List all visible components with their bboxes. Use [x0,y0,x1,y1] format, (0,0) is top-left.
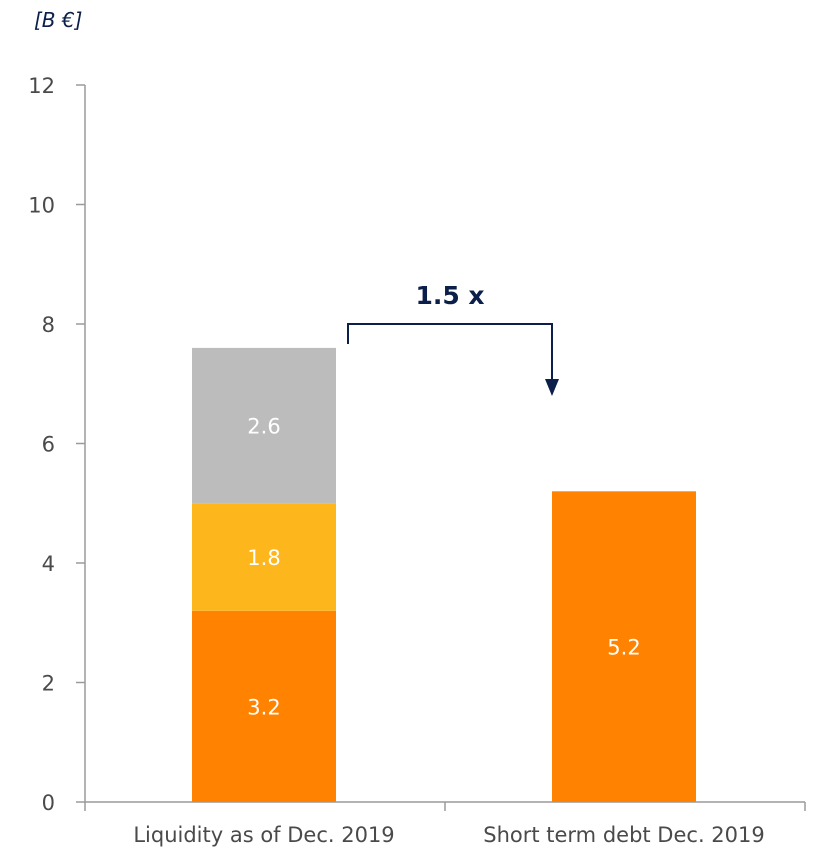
x-category-label: Liquidity as of Dec. 2019 [133,823,394,847]
chart-axes: 0 2 4 6 8 10 12 [28,74,806,815]
y-tick-label: 10 [28,194,55,218]
x-category-label: Short term debt Dec. 2019 [483,823,765,847]
bar-value-label: 1.8 [247,546,280,570]
bar-segment [192,347,336,504]
y-tick-label: 12 [28,74,55,98]
bar-segment [192,503,336,611]
bar-value-label: 5.2 [607,636,640,660]
bar-value-label: 3.2 [247,695,280,719]
unit-label: [B €] [34,8,83,32]
y-tick-label: 4 [42,552,55,576]
chart-bars [192,347,696,802]
annotation-bracket [347,323,553,379]
multiplier-annotation: 1.5 x [347,281,559,396]
annotation-arrow [545,379,559,396]
y-tick-label: 0 [42,791,55,815]
bar-value-label: 2.6 [247,415,280,439]
y-tick-label: 6 [42,433,55,457]
annotation-label: 1.5 x [415,281,484,310]
y-tick-label: 8 [42,313,55,337]
bar-segment [192,610,336,802]
bar-segment [552,491,696,802]
chart-labels: Liquidity as of Dec. 2019 Short term debt… [133,415,764,847]
y-tick-label: 2 [42,672,55,696]
